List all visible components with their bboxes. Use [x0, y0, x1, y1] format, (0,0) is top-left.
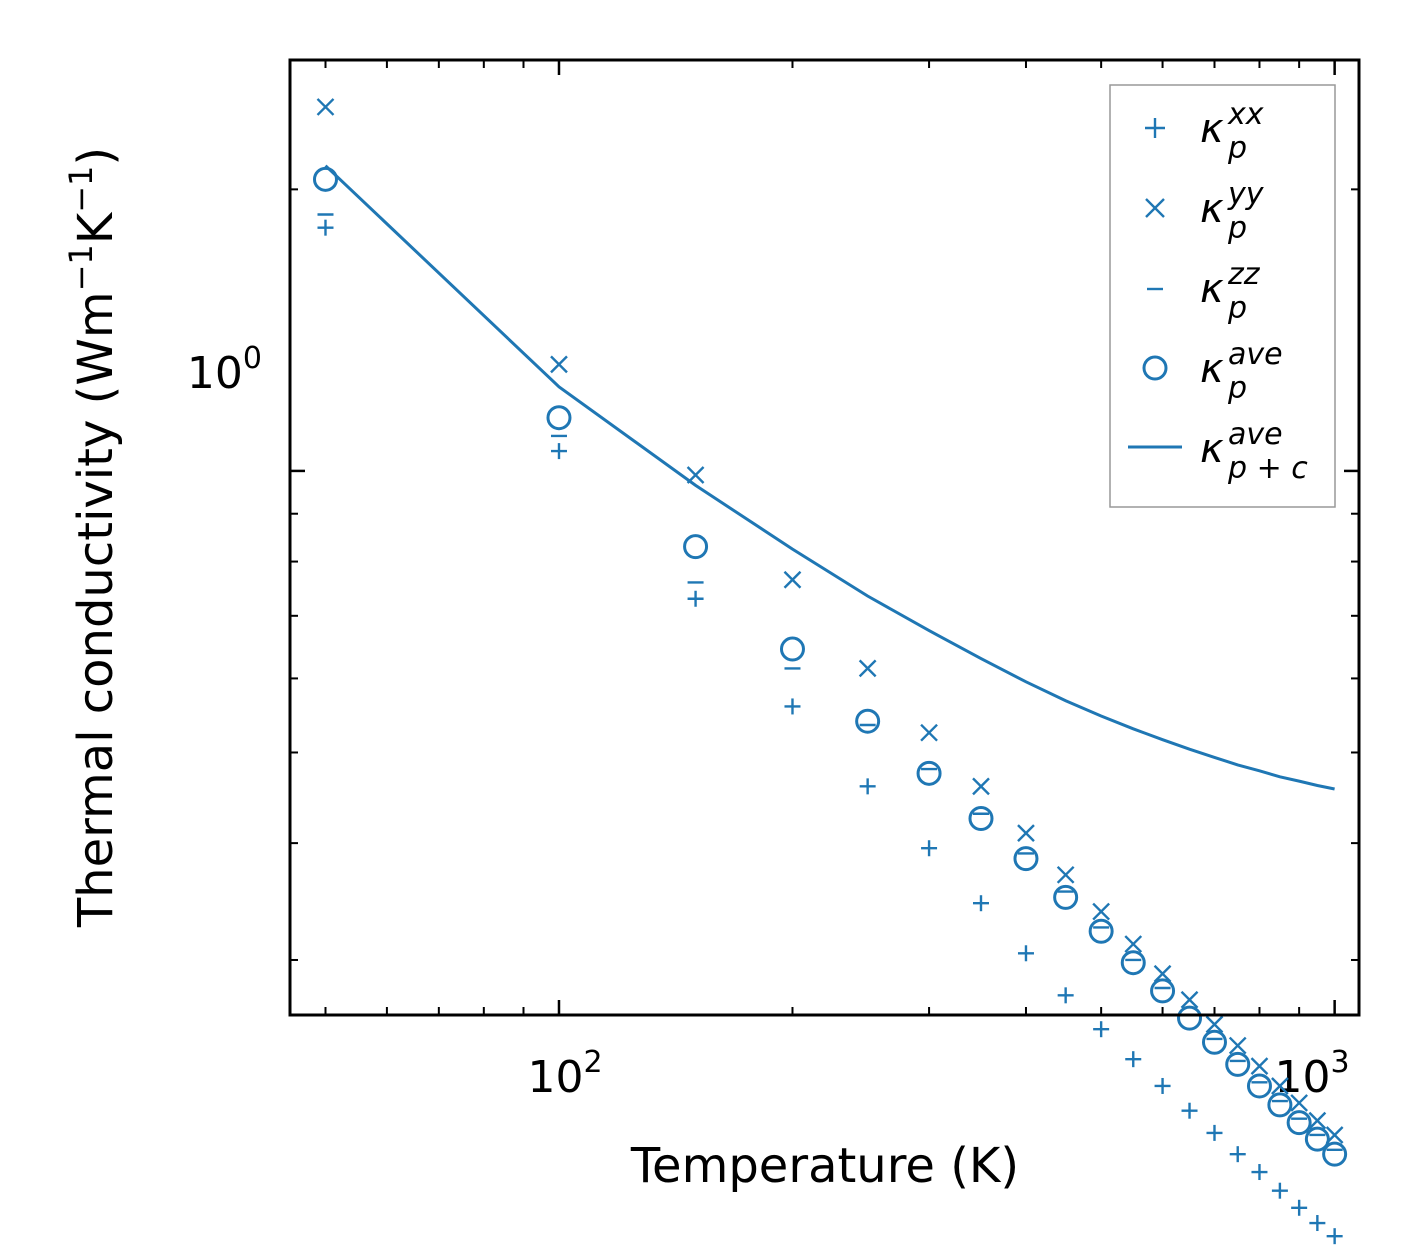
point-kxx-800 — [1251, 1164, 1268, 1181]
point-kxx-750 — [1229, 1146, 1246, 1163]
point-kave-650 — [1177, 1005, 1203, 1031]
point-kyy-800-b — [1250, 1057, 1269, 1076]
legend-marker-kyy-b — [1145, 198, 1165, 218]
point-kxx-150 — [687, 590, 704, 607]
legend: κ xx p κ yy p κ zz p κ ave p κ ave p + c — [1109, 84, 1336, 508]
point-kyy-250-b — [858, 659, 877, 678]
point-kxx-950 — [1309, 1215, 1326, 1232]
point-kxx-300 — [921, 840, 938, 857]
point-kave-50 — [312, 166, 338, 192]
y-tick-label-1: 100 — [187, 341, 262, 399]
point-kyy-50 — [316, 98, 335, 116]
point-kave-350 — [968, 805, 994, 831]
point-kyy-650-b — [1180, 990, 1199, 1009]
point-kave-450 — [1053, 884, 1079, 910]
series-kxx — [317, 219, 1343, 1245]
point-kxx-250 — [859, 778, 876, 795]
point-kyy-500 — [1092, 902, 1110, 921]
point-kave-750 — [1225, 1051, 1251, 1077]
point-kyy-200 — [783, 570, 802, 589]
point-kyy-900 — [1290, 1094, 1308, 1112]
legend-box — [1109, 84, 1336, 508]
y-axis-title: Thermal conductivity (Wm−1K−1) — [62, 147, 124, 928]
point-kyy-350-b — [972, 777, 990, 796]
point-kyy-600-b — [1153, 964, 1172, 983]
point-kyy-300 — [920, 723, 938, 742]
point-kave-300 — [916, 760, 942, 786]
major-ticks — [290, 60, 1359, 1015]
point-kyy-350 — [972, 777, 990, 796]
point-kyy-250 — [858, 659, 877, 678]
point-kave-900 — [1286, 1110, 1312, 1136]
point-kyy-200-b — [783, 570, 802, 589]
point-kyy-550-b — [1124, 935, 1143, 953]
point-kxx-400 — [1017, 945, 1034, 962]
point-kave-800 — [1246, 1073, 1272, 1099]
point-kxx-900 — [1291, 1199, 1308, 1216]
point-kyy-700-b — [1205, 1015, 1224, 1034]
legend-label-kxx: κ xx p — [1200, 97, 1264, 166]
series-kave — [312, 166, 1348, 1167]
point-kave-500 — [1088, 918, 1114, 944]
legend-marker-kave — [1142, 355, 1168, 381]
point-kave-850 — [1267, 1092, 1293, 1118]
point-kyy-500-b — [1092, 902, 1110, 921]
point-kyy-750 — [1228, 1036, 1247, 1055]
point-kyy-50-b — [316, 98, 335, 116]
point-kxx-600 — [1154, 1077, 1171, 1094]
point-kyy-100 — [550, 355, 568, 374]
point-kyy-850-b — [1271, 1077, 1289, 1095]
point-kave-250 — [855, 708, 881, 734]
point-kave-600 — [1150, 978, 1176, 1004]
point-kave-950 — [1304, 1126, 1330, 1152]
legend-label-kave-pc: κ ave p + c — [1200, 417, 1308, 486]
point-kyy-950 — [1308, 1111, 1327, 1130]
point-kave-150 — [683, 534, 709, 560]
point-kyy-450 — [1056, 865, 1075, 884]
point-kxx-50 — [317, 219, 334, 236]
point-kave-1000 — [1322, 1141, 1348, 1167]
point-kyy-300-b — [920, 723, 938, 742]
point-kxx-500 — [1093, 1021, 1110, 1038]
point-kyy-100-b — [550, 355, 568, 374]
point-kave-400 — [1013, 846, 1039, 872]
point-kyy-550 — [1124, 935, 1143, 953]
x-tick-label-1000: 103 — [1274, 1045, 1349, 1103]
point-kave-700 — [1201, 1029, 1227, 1055]
point-kyy-850 — [1271, 1077, 1289, 1095]
point-kxx-700 — [1206, 1124, 1223, 1141]
point-kxx-650 — [1181, 1102, 1198, 1119]
point-kyy-450-b — [1056, 865, 1075, 884]
point-kyy-700 — [1205, 1015, 1224, 1034]
x-tick-label-100: 102 — [527, 1045, 602, 1103]
series-line-kave_pc — [324, 164, 1335, 791]
point-kxx-200 — [784, 698, 801, 715]
point-kxx-1000 — [1326, 1228, 1343, 1245]
legend-label-kzz: κ zz p — [1200, 257, 1261, 326]
point-kxx-100 — [550, 443, 567, 460]
point-kxx-450 — [1057, 987, 1074, 1004]
point-kave-200 — [779, 636, 805, 662]
point-kave-100 — [546, 405, 572, 431]
point-kyy-400-b — [1017, 824, 1035, 842]
point-kyy-650 — [1180, 990, 1199, 1009]
legend-label-kave: κ ave p — [1200, 337, 1283, 406]
series-kave_pc — [324, 164, 1335, 791]
point-kxx-850 — [1271, 1182, 1288, 1199]
point-kyy-900-b — [1290, 1094, 1308, 1112]
series-layer — [312, 98, 1348, 1245]
point-kyy-750-b — [1228, 1036, 1247, 1055]
point-kxx-350 — [972, 895, 989, 912]
point-kyy-800 — [1250, 1057, 1269, 1076]
point-kave-550 — [1120, 950, 1146, 976]
point-kxx-550 — [1125, 1051, 1142, 1068]
plot-frame — [288, 58, 1361, 1017]
point-kyy-950-b — [1308, 1111, 1327, 1130]
point-kyy-400 — [1017, 824, 1035, 842]
series-kzz — [317, 213, 1343, 1152]
point-kyy-600 — [1153, 964, 1172, 983]
legend-label-kyy: κ yy p — [1200, 177, 1265, 246]
x-axis-title: Temperature (K) — [630, 1138, 1019, 1194]
